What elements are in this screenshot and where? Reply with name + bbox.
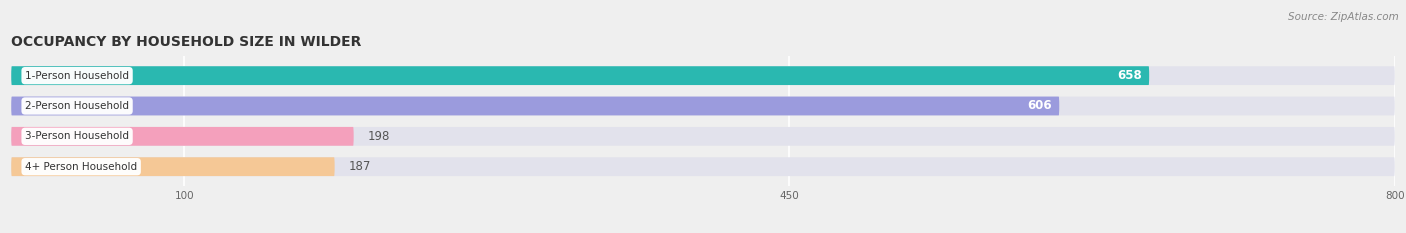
FancyBboxPatch shape: [11, 97, 1059, 115]
Text: 1-Person Household: 1-Person Household: [25, 71, 129, 81]
Text: 187: 187: [349, 160, 371, 173]
FancyBboxPatch shape: [11, 66, 1149, 85]
FancyBboxPatch shape: [11, 127, 354, 146]
Text: 606: 606: [1028, 99, 1052, 113]
FancyBboxPatch shape: [11, 66, 1395, 85]
Text: 658: 658: [1118, 69, 1142, 82]
Text: 3-Person Household: 3-Person Household: [25, 131, 129, 141]
FancyBboxPatch shape: [11, 157, 335, 176]
FancyBboxPatch shape: [11, 97, 1395, 115]
Text: 2-Person Household: 2-Person Household: [25, 101, 129, 111]
FancyBboxPatch shape: [11, 127, 1395, 146]
FancyBboxPatch shape: [11, 157, 1395, 176]
Text: OCCUPANCY BY HOUSEHOLD SIZE IN WILDER: OCCUPANCY BY HOUSEHOLD SIZE IN WILDER: [11, 35, 361, 49]
Text: Source: ZipAtlas.com: Source: ZipAtlas.com: [1288, 12, 1399, 22]
Text: 198: 198: [367, 130, 389, 143]
Text: 4+ Person Household: 4+ Person Household: [25, 162, 138, 172]
